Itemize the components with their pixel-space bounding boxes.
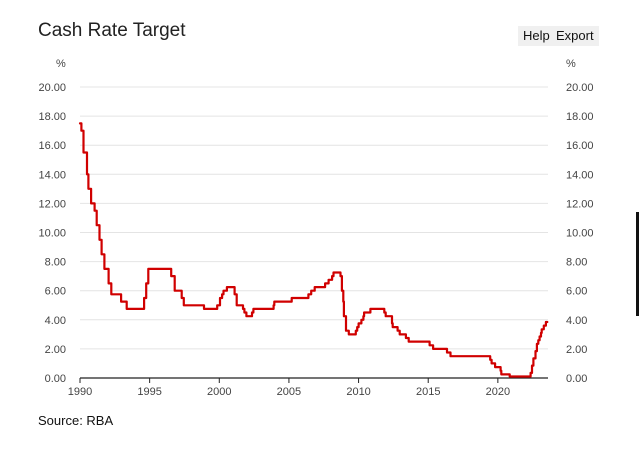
y-tick-label-left: 14.00 bbox=[38, 169, 66, 181]
y-tick-label-left: 0.00 bbox=[45, 373, 66, 385]
x-tick-label: 2010 bbox=[346, 386, 370, 398]
export-button[interactable]: Export bbox=[551, 26, 599, 46]
y-tick-label-right: 8.00 bbox=[566, 257, 587, 269]
series-line-cash-rate bbox=[78, 122, 549, 378]
grid-layer bbox=[80, 86, 548, 350]
y-tick-label-left: 6.00 bbox=[45, 286, 66, 298]
y-tick-label-left: 8.00 bbox=[45, 257, 66, 269]
y-tick-labels-right: 0.00 2.00 4.00 6.00 8.00 10.00 12.00 14.00 16.00… bbox=[566, 82, 594, 385]
x-tick-label: 2000 bbox=[207, 386, 231, 398]
x-tick-labels: 1990 1995 2000 2005 2010 2015 2020 bbox=[68, 386, 510, 398]
source-note: Source: RBA bbox=[38, 413, 114, 428]
y-tick-label-right: 4.00 bbox=[566, 315, 587, 327]
x-tick-label: 2005 bbox=[277, 386, 301, 398]
y-tick-label-left: 10.00 bbox=[38, 228, 66, 240]
help-button[interactable]: Help bbox=[518, 26, 555, 46]
y-tick-label-left: 4.00 bbox=[45, 315, 66, 327]
y-tick-label-right: 16.00 bbox=[566, 140, 594, 152]
chart-title: Cash Rate Target bbox=[38, 20, 186, 41]
x-tick-label: 2020 bbox=[486, 386, 510, 398]
y-tick-label-left: 20.00 bbox=[38, 82, 66, 94]
y-tick-label-left: 16.00 bbox=[38, 140, 66, 152]
y-tick-label-right: 14.00 bbox=[566, 169, 594, 181]
y-tick-label-right: 10.00 bbox=[566, 228, 594, 240]
x-tick-label: 1990 bbox=[68, 386, 92, 398]
y-tick-label-right: 20.00 bbox=[566, 82, 594, 94]
y-tick-label-right: 0.00 bbox=[566, 373, 587, 385]
x-tick-label: 1995 bbox=[137, 386, 161, 398]
y-tick-label-right: 6.00 bbox=[566, 286, 587, 298]
y-tick-label-left: 12.00 bbox=[38, 198, 66, 210]
y-tick-label-right: 2.00 bbox=[566, 344, 587, 356]
y-tick-label-right: 12.00 bbox=[566, 198, 594, 210]
y-tick-label-left: 18.00 bbox=[38, 111, 66, 123]
x-tick-label: 2015 bbox=[416, 386, 440, 398]
y-tick-labels-left: 0.00 2.00 4.00 6.00 8.00 10.00 12.00 14.00 16.00… bbox=[38, 82, 66, 385]
scroll-indicator bbox=[636, 212, 639, 316]
y-tick-label-right: 18.00 bbox=[566, 111, 594, 123]
y-axis-label-left: % bbox=[56, 58, 66, 70]
axis-layer bbox=[79, 377, 548, 383]
series-layer bbox=[78, 122, 549, 378]
y-axis-label-right: % bbox=[566, 58, 576, 70]
y-tick-label-left: 2.00 bbox=[45, 344, 66, 356]
